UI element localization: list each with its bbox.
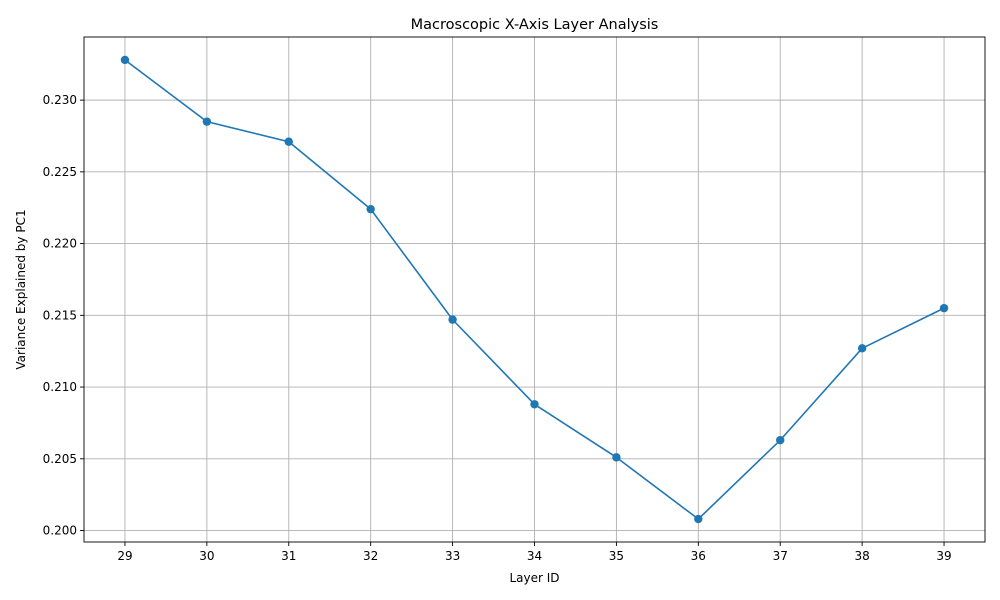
data-point [612,453,621,462]
x-tick-label: 29 [117,549,132,563]
x-tick-label: 38 [854,549,869,563]
data-point [120,55,130,65]
x-tick-label: 37 [773,549,788,563]
data-point [448,315,457,324]
y-tick-label: 0.230 [43,93,77,107]
data-point [530,400,539,409]
x-tick-label: 31 [281,549,296,563]
x-tick-label: 30 [199,549,214,563]
x-axis-label: Layer ID [509,571,559,585]
data-point [202,117,212,126]
y-tick-label: 0.200 [43,524,77,538]
data-point [857,344,867,353]
y-tick-label: 0.205 [43,452,77,466]
x-tick-label: 36 [691,549,706,563]
y-axis-label: Variance Explained by PC1 [14,209,28,369]
x-tick-label: 34 [527,549,542,563]
y-tick-label: 0.210 [43,380,77,394]
data-point [366,204,375,214]
y-tick-label: 0.215 [43,308,77,322]
data-point [776,435,785,445]
grid [84,37,985,542]
axis-ticks: 29 30 31 32 33 34 35 36 37 38 39 0.200 0.205 0.210 0.2… [43,93,952,563]
x-tick-label: 33 [445,549,460,563]
chart-title: Macroscopic X-Axis Layer Analysis [411,17,659,33]
data-point [284,137,293,146]
y-tick-label: 0.220 [43,237,77,251]
data-point [939,303,949,313]
x-tick-label: 32 [363,549,378,563]
data-point [694,514,703,524]
series-layer [120,55,949,524]
x-tick-label: 39 [936,549,951,563]
y-tick-label: 0.225 [43,165,77,179]
x-tick-label: 35 [609,549,624,563]
